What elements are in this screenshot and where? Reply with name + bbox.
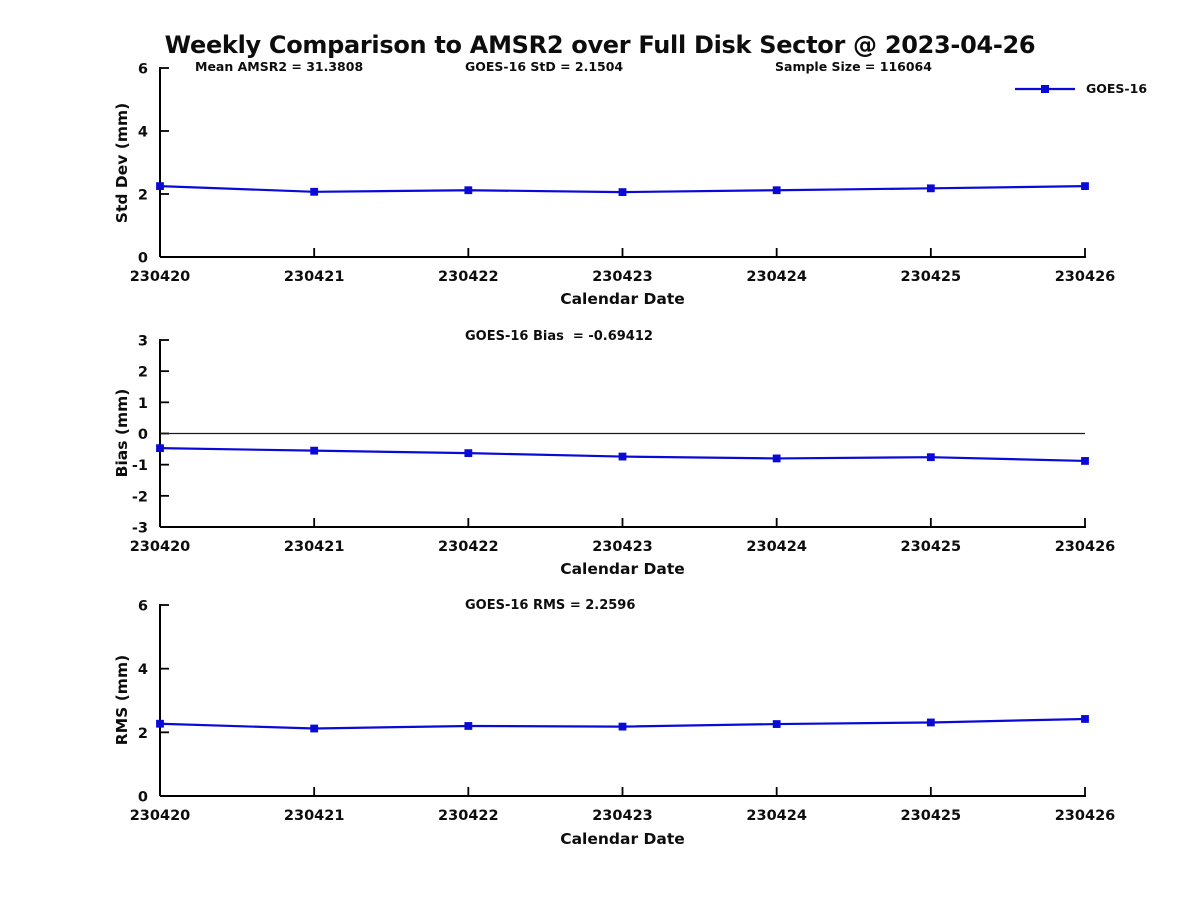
y-tick-label: 2 xyxy=(138,188,148,204)
annotation-goes16-std: GOES-16 StD = 2.1504 xyxy=(465,59,624,74)
data-point-marker xyxy=(926,453,935,462)
x-tick-label: 230424 xyxy=(746,808,807,824)
x-tick-label: 230426 xyxy=(1055,269,1116,285)
data-point-marker xyxy=(156,444,164,453)
x-tick-label: 230424 xyxy=(746,539,807,555)
x-tick-label: 230421 xyxy=(284,539,345,555)
x-tick-label: 230425 xyxy=(901,808,962,824)
subplot-rms: 0 2 4 6 230420 230421 230422 230423 230424 230425… xyxy=(130,599,1116,825)
x-tick-label: 230423 xyxy=(592,808,653,824)
rms-subplot-title: GOES-16 RMS = 2.2596 xyxy=(465,598,636,613)
x-tick-label: 230423 xyxy=(592,269,653,285)
bias-subplot-title: GOES-16 Bias = -0.69412 xyxy=(465,329,653,344)
x-tick-label: 230422 xyxy=(438,808,499,824)
y-tick-label: 4 xyxy=(138,125,148,141)
y-tick-label: 2 xyxy=(138,726,148,742)
x-tick-label: 230420 xyxy=(130,269,191,285)
xlabel-calendar-date-3: Calendar Date xyxy=(560,830,685,848)
annotation-sample-size: Sample Size = 116064 xyxy=(775,59,932,74)
x-tick-label: 230425 xyxy=(901,539,962,555)
x-tick-label: 230423 xyxy=(592,539,653,555)
ylabel-rms: RMS (mm) xyxy=(113,654,131,746)
xlabel-calendar-date-2: Calendar Date xyxy=(560,560,685,578)
data-point-marker xyxy=(464,186,473,195)
x-tick-label: 230426 xyxy=(1055,808,1116,824)
data-point-marker xyxy=(310,446,319,455)
y-tick-label: 2 xyxy=(138,365,148,381)
data-point-marker xyxy=(618,452,627,461)
x-tick-label: 230422 xyxy=(438,539,499,555)
data-point-marker xyxy=(1081,457,1089,465)
data-point-marker xyxy=(618,722,627,731)
y-tick-label: -3 xyxy=(132,521,148,537)
y-tick-label: 0 xyxy=(138,427,148,443)
data-point-marker xyxy=(618,188,627,197)
y-tick-label: 3 xyxy=(138,334,148,350)
x-tick-label: 230425 xyxy=(901,269,962,285)
data-point-marker xyxy=(1081,715,1089,723)
series-line-goes-16 xyxy=(159,185,1086,194)
data-point-marker xyxy=(156,182,164,191)
data-point-marker xyxy=(310,724,319,733)
x-tick-label: 230421 xyxy=(284,808,345,824)
data-point-marker xyxy=(464,449,473,458)
x-tick-label: 230424 xyxy=(746,269,807,285)
x-tick-label: 230426 xyxy=(1055,539,1116,555)
x-tick-label: 230420 xyxy=(130,808,191,824)
data-point-marker xyxy=(464,722,473,730)
x-tick-label: 230422 xyxy=(438,269,499,285)
y-tick-label: -2 xyxy=(132,489,148,505)
data-point-marker xyxy=(926,184,935,193)
data-point-marker xyxy=(1081,182,1089,191)
xlabel-calendar-date-1: Calendar Date xyxy=(560,290,685,308)
figure-title: Weekly Comparison to AMSR2 over Full Dis… xyxy=(164,31,1036,59)
series-line-goes-16 xyxy=(159,717,1086,730)
x-tick-label: 230420 xyxy=(130,539,191,555)
ylabel-std-dev: Std Dev (mm) xyxy=(113,102,131,224)
annotation-mean-amsr2: Mean AMSR2 = 31.3808 xyxy=(195,59,364,74)
data-point-marker xyxy=(772,186,781,195)
y-tick-label: 4 xyxy=(138,662,148,678)
legend-line-marker-icon xyxy=(1015,84,1075,93)
x-tick-label: 230421 xyxy=(284,269,345,285)
y-tick-label: 6 xyxy=(138,62,148,78)
series-line-goes-16 xyxy=(159,447,1086,463)
subplot-std-dev: 0 2 4 6 230420 230421 230422 230423 230424 230425… xyxy=(130,62,1116,286)
data-point-marker xyxy=(926,718,935,727)
y-tick-label: -1 xyxy=(132,458,148,474)
ylabel-bias: Bias (mm) xyxy=(113,388,131,478)
y-tick-label: 0 xyxy=(138,790,148,806)
data-point-marker xyxy=(156,719,164,728)
y-tick-label: 6 xyxy=(138,599,148,615)
legend-label: GOES-16 xyxy=(1086,81,1148,96)
legend: GOES-16 xyxy=(1013,81,1147,96)
data-point-marker xyxy=(772,720,781,728)
subplot-bias: 3 2 1 0 -1 -2 -3 230420 230421 230422 230423 230424… xyxy=(130,334,1116,556)
y-tick-label: 1 xyxy=(138,396,148,412)
data-point-marker xyxy=(772,454,781,463)
y-tick-label: 0 xyxy=(138,251,148,267)
data-point-marker xyxy=(310,187,319,196)
